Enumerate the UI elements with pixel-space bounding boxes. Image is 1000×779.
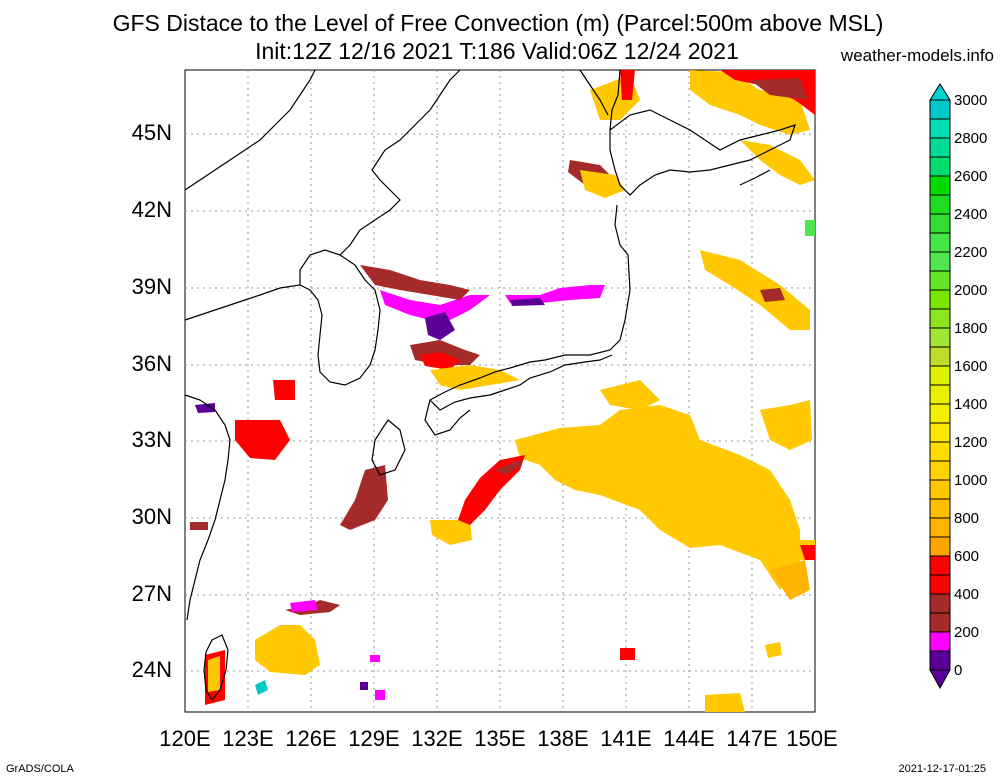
honshu-coast	[429, 204, 631, 411]
lon-label-135e: 135E	[474, 726, 526, 751]
colorbar-label: 1800	[954, 320, 988, 337]
footer-timestamp: 2021-12-17-01:25	[898, 763, 986, 775]
lon-label-123e: 123E	[222, 726, 274, 751]
korea-coast	[299, 254, 381, 386]
colorbar-label: 1000	[954, 472, 988, 489]
colorbar	[929, 83, 951, 690]
chart-subtitle: Init:12Z 12/16 2021 T:186 Valid:06Z 12/2…	[255, 38, 739, 64]
lat-label-27n: 27N	[131, 581, 172, 606]
yellow-sea-red	[235, 420, 290, 460]
lat-label-45n: 45N	[131, 120, 172, 145]
colorbar-top-arrow	[929, 83, 951, 101]
lon-label-129e: 129E	[348, 726, 400, 751]
site-credit: weather-models.info	[840, 46, 994, 65]
kyushu-coast	[371, 419, 406, 476]
colorbar-bottom-arrow	[929, 669, 951, 690]
coastlines	[184, 69, 796, 702]
colorbar-label: 2200	[954, 244, 988, 261]
brown-field	[340, 465, 388, 530]
colorbar-label: 1400	[954, 396, 988, 413]
colorbar-label: 800	[954, 510, 980, 527]
china-coast	[184, 249, 341, 321]
lat-label-30n: 30N	[131, 504, 172, 529]
colorbar-label: 400	[954, 586, 980, 603]
colorbar-label: 2800	[954, 130, 988, 147]
colorbar-label: 1600	[954, 358, 988, 375]
lon-label-126e: 126E	[285, 726, 337, 751]
taiwan-coast	[203, 634, 229, 702]
lon-label-132e: 132E	[411, 726, 463, 751]
lfc-shading	[190, 70, 815, 712]
lat-label-36n: 36N	[131, 351, 172, 376]
lat-label-42n: 42N	[131, 197, 172, 222]
lat-label-39n: 39N	[131, 274, 172, 299]
colorbar-label: 600	[954, 548, 980, 565]
pacific-field	[515, 405, 800, 590]
colorbar-label: 2000	[954, 282, 988, 299]
colorbar-label: 2400	[954, 206, 988, 223]
lon-label-120e: 120E	[159, 726, 211, 751]
lat-label-33n: 33N	[131, 427, 172, 452]
chart-title: GFS Distace to the Level of Free Convect…	[112, 10, 884, 36]
lon-label-150e: 150E	[786, 726, 838, 751]
lon-label-141e: 141E	[600, 726, 652, 751]
colorbar-label: 3000	[954, 92, 988, 109]
colorbar-label: 2600	[954, 168, 988, 185]
footer-software: GrADS/COLA	[6, 763, 74, 775]
lat-label-24n: 24N	[131, 657, 172, 682]
colorbar-label: 0	[954, 662, 963, 679]
lon-label-147e: 147E	[726, 726, 778, 751]
colorbar-label: 1200	[954, 434, 988, 451]
hokkaido-coast	[609, 109, 796, 196]
colorbar-label: 200	[954, 624, 980, 641]
lon-label-138e: 138E	[537, 726, 589, 751]
lon-label-144e: 144E	[663, 726, 715, 751]
south-field	[255, 625, 320, 675]
